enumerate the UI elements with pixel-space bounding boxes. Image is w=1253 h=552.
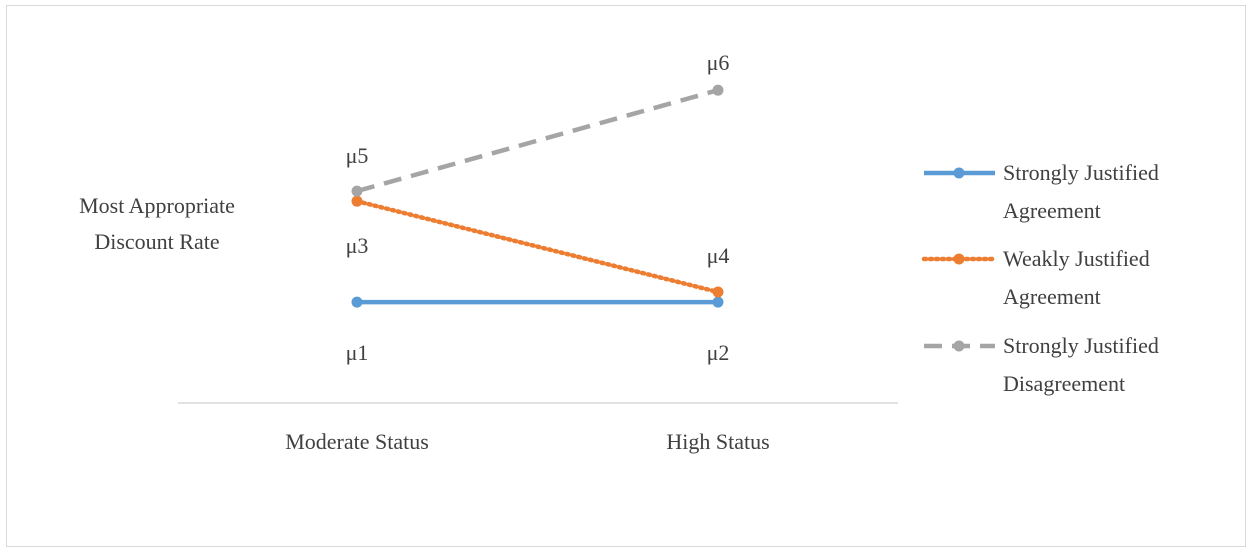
x-tick-label-0: Moderate Status <box>285 429 429 454</box>
point-label-2-0: μ5 <box>346 143 369 168</box>
series-line-1 <box>354 198 721 295</box>
legend-label-0-line-1: Strongly Justified <box>1003 160 1159 185</box>
y-axis-label-line-2: Discount Rate <box>94 229 219 254</box>
point-label-2-1: μ6 <box>707 50 730 75</box>
series-line-2 <box>356 88 719 194</box>
data-point-1-0 <box>351 195 363 207</box>
legend-label-1-line-1: Weakly Justified <box>1003 246 1150 271</box>
legend-swatch-marker-0 <box>953 167 965 179</box>
legend-swatch-marker-2 <box>953 340 965 352</box>
legend-label-2-line-2: Disagreement <box>1003 371 1125 396</box>
data-point-2-0 <box>351 185 363 197</box>
point-label-0-1: μ2 <box>707 340 730 365</box>
data-point-0-1 <box>712 296 724 308</box>
legend-label-1-line-2: Agreement <box>1003 284 1101 309</box>
point-label-1-0: μ3 <box>346 233 369 258</box>
data-point-1-1 <box>712 286 724 298</box>
legend-label-0-line-2: Agreement <box>1003 198 1101 223</box>
data-point-2-1 <box>712 84 724 96</box>
legend-swatch-marker-1 <box>953 253 965 265</box>
x-tick-label-1: High Status <box>666 429 769 454</box>
point-label-1-1: μ4 <box>707 243 730 268</box>
legend-label-2-line-1: Strongly Justified <box>1003 333 1159 358</box>
chart-frame <box>6 5 1246 547</box>
y-axis-label-line-1: Most Appropriate <box>79 193 235 218</box>
point-label-0-0: μ1 <box>346 340 369 365</box>
data-point-0-0 <box>351 296 363 308</box>
